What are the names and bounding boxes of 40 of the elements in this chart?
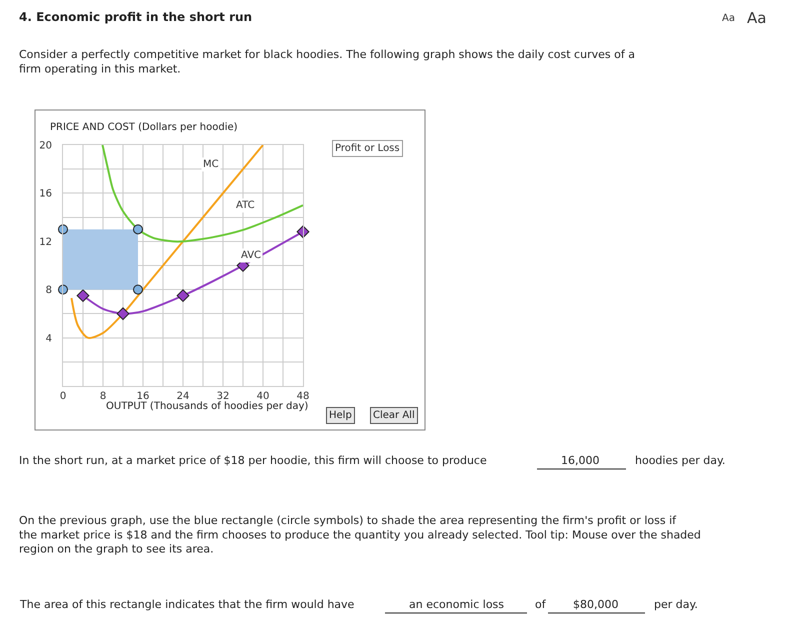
point xyxy=(133,284,143,295)
text: On the previous graph, use the blue rectangle (circle symbols) to shade the area representing the firm's profit or loss if the market price is $18 and the firm chooses to produce the quantity you already selected. Tool tip: Mouse over the shaded region on the graph to see its area. xyxy=(19,514,701,556)
text: $80,000 xyxy=(573,598,618,611)
y-tick-label: 20 xyxy=(39,140,52,152)
y-tick-label: 8 xyxy=(46,285,52,296)
y-tick-label: 4 xyxy=(46,333,52,344)
text: an economic loss xyxy=(409,598,504,611)
text: per day. xyxy=(654,598,698,611)
point xyxy=(76,289,90,302)
line-series xyxy=(102,145,303,243)
x-tick-label: 16 xyxy=(136,391,150,402)
y-tick-label: 12 xyxy=(39,236,52,248)
point xyxy=(116,307,130,320)
text: Consider a perfectly competitive market for black hoodies. The following graph shows the daily cost curves of a firm operating in this market. xyxy=(19,48,635,76)
y-axis-title: PRICE AND COST (Dollars per hoodie) xyxy=(50,122,238,133)
point xyxy=(176,289,190,302)
x-tick-label: 32 xyxy=(216,391,230,402)
x-tick-label: 8 xyxy=(100,391,106,402)
text: Aa xyxy=(747,9,766,27)
text: In the short run, at a market price of $18 per hoodie, this firm will choose to produce xyxy=(19,454,487,467)
text: 4. Economic profit in the short run xyxy=(19,10,252,24)
series-label: AVC xyxy=(241,250,262,261)
series-label: MC xyxy=(203,159,219,170)
x-tick-label: 40 xyxy=(256,391,270,402)
x-tick-label: 24 xyxy=(176,391,190,402)
text: 16,000 xyxy=(561,454,600,467)
text: hoodies per day. xyxy=(635,454,726,467)
point xyxy=(133,224,143,234)
text: Clear All xyxy=(373,410,415,421)
x-tick-label: 0 xyxy=(60,391,66,402)
text: Aa xyxy=(722,13,735,24)
x-tick-label: 48 xyxy=(296,391,310,402)
text: of xyxy=(535,598,547,611)
series-label: ATC xyxy=(236,200,255,211)
x-axis-title: OUTPUT (Thousands of hoodies per day) xyxy=(106,401,308,412)
y-tick-label: 16 xyxy=(39,188,52,200)
text: Help xyxy=(329,410,352,421)
text: The area of this rectangle indicates that the firm would have xyxy=(19,598,355,611)
text: Profit or Loss xyxy=(335,143,400,154)
line-series xyxy=(70,145,264,339)
